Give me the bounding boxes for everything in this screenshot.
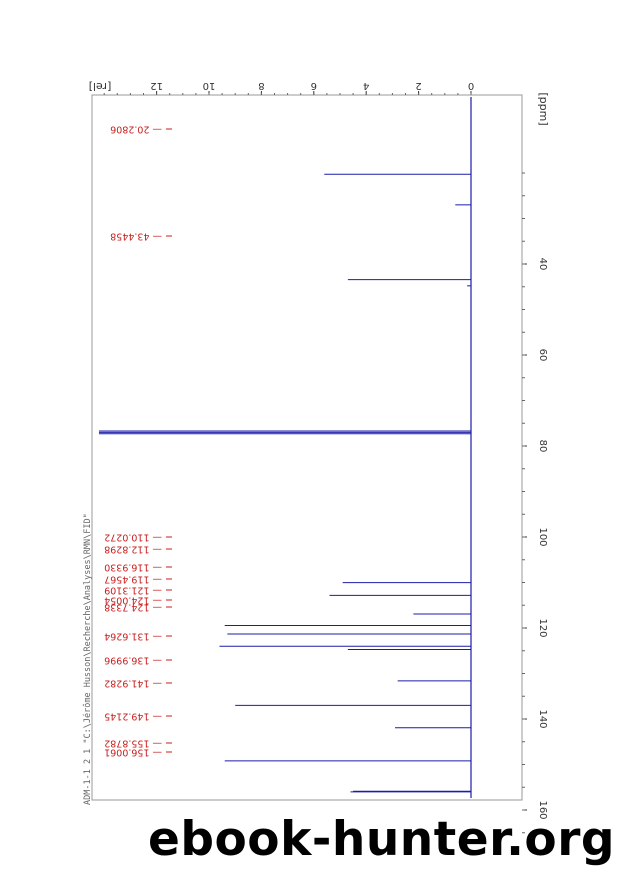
ppm-tick-label: 120 [537, 618, 548, 637]
peak-label: — 131.6264 [104, 631, 162, 642]
peak-label: — 136.9996 [104, 655, 162, 666]
plot-frame [91, 94, 523, 801]
rel-tick-label: 2 [415, 80, 421, 91]
peak-label: — 121.3109 [104, 585, 162, 596]
peak-label: — 43.4458 [110, 231, 162, 242]
ppm-tick-label: 100 [537, 527, 548, 546]
ppm-tick-label: 40 [537, 258, 548, 271]
ppm-tick-label: 160 [537, 800, 548, 819]
rel-axis-ticks: 0 2 4 6 8 10 12 [103, 80, 474, 95]
ppm-tick-label: 60 [537, 349, 548, 362]
y-axis-label: [rel] [89, 80, 112, 93]
peak-label: — 110.0272 [104, 532, 162, 543]
peak-label: — 141.9282 [104, 678, 162, 689]
file-path-note: ADM-1-1 2 1 "C:\Jérôme Husson\Recherche\… [82, 513, 93, 805]
rel-tick-label: 12 [150, 80, 163, 91]
peak-label: — 155.8782 [104, 738, 162, 749]
ppm-tick-label: 140 [537, 709, 548, 728]
rel-tick-label: 8 [258, 80, 264, 91]
spectrum-trace [98, 97, 472, 798]
ppm-axis-ticks: 40 60 80 100 120 140 160 [522, 172, 548, 834]
peak-label: — 119.4567 [104, 574, 162, 585]
rel-tick-label: 6 [311, 80, 317, 91]
rel-tick-label: 0 [468, 80, 474, 91]
peak-label: — 112.8298 [104, 544, 162, 555]
peak-label: — 116.9330 [104, 562, 162, 573]
rel-tick-label: 10 [203, 80, 216, 91]
peak-label: — 124.0054 [104, 595, 162, 606]
peak-label: — 124.7338 [104, 602, 162, 613]
rel-tick-label: 4 [363, 80, 369, 91]
x-axis-label: [ppm] [537, 92, 550, 125]
ppm-tick-label: 80 [537, 440, 548, 453]
peak-label: — 156.0061 [104, 747, 162, 758]
peak-label: — 149.2145 [104, 711, 162, 722]
watermark-text: ebook-hunter.org [148, 812, 616, 867]
peak-labels: — 20.2806 — 43.4458 — 110.0272— 112.8298 — … [104, 124, 172, 758]
peak-label: — 20.2806 [110, 124, 162, 135]
